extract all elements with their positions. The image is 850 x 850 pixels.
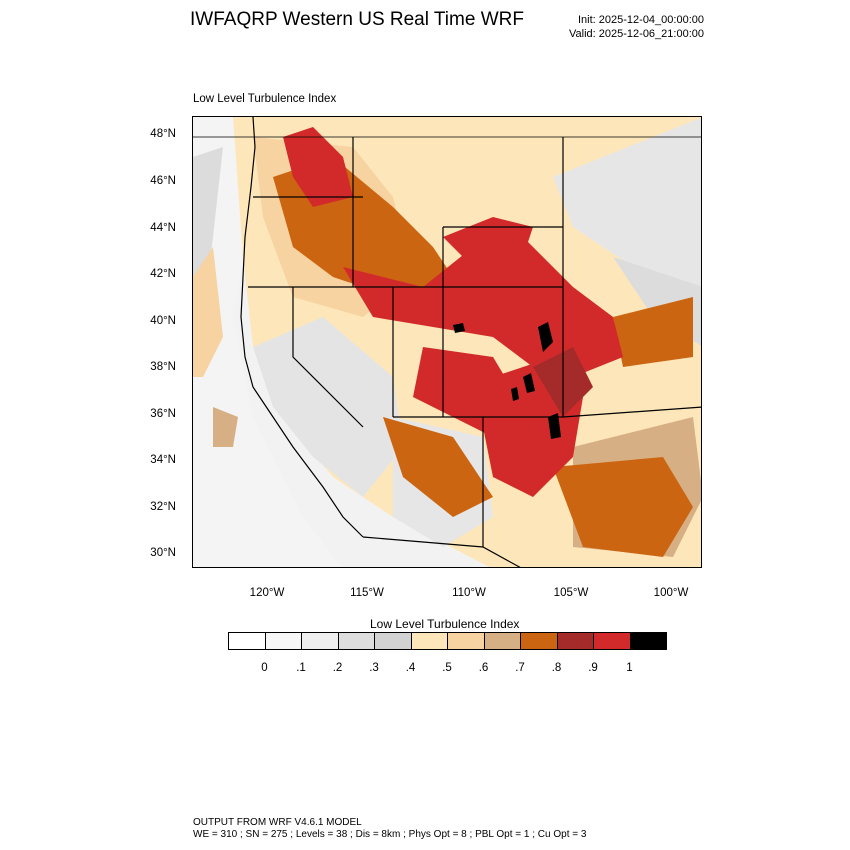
colorbar-box xyxy=(629,632,667,650)
ca-nv-border xyxy=(292,287,364,428)
colorbar-tick-label: .1 xyxy=(296,662,306,674)
colorbar-box xyxy=(337,632,375,650)
lon-label-120: 120°W xyxy=(249,587,285,599)
colorbar-tick-label: .3 xyxy=(369,662,379,674)
lat-label-46: 46°N xyxy=(150,175,176,187)
orange-region-east xyxy=(613,297,693,367)
colorbar-tick-label: .9 xyxy=(588,662,598,674)
valid-time: Valid: 2025-12-06_21:00:00 xyxy=(569,28,704,40)
lat-label-32: 32°N xyxy=(150,501,176,513)
pacific-region xyxy=(193,117,342,567)
turbulence-map xyxy=(193,117,701,567)
black-peak-3 xyxy=(548,413,561,439)
red-region-nw xyxy=(283,127,353,207)
desert-gray xyxy=(253,317,403,497)
colorbar-box xyxy=(410,632,448,650)
colorbar-box xyxy=(593,632,631,650)
footer: OUTPUT FROM WRF V4.6.1 MODEL WE = 310 ; … xyxy=(193,817,586,841)
lon-label-110: 110°W xyxy=(452,587,486,599)
lat-label-44: 44°N xyxy=(150,222,176,234)
colorbar-title: Low Level Turbulence Index xyxy=(370,617,520,631)
plains-gray xyxy=(553,117,701,306)
colorbar-box xyxy=(520,632,558,650)
timestamps: Init: 2025-12-04_00:00:00 Valid: 2025-12… xyxy=(569,13,704,41)
colorbar-box xyxy=(374,632,412,650)
colorbar-tick-label: .5 xyxy=(442,662,452,674)
lon-label-100: 100°W xyxy=(653,587,689,599)
coastline xyxy=(240,117,364,538)
mexico-border xyxy=(362,536,521,567)
lat-label-48: 48°N xyxy=(150,128,176,140)
colorbar-box xyxy=(483,632,521,650)
orange-region-south xyxy=(553,457,693,557)
lon-label-115: 115°W xyxy=(350,587,384,599)
black-peak-4 xyxy=(453,323,465,333)
colorbar-tick-label: .8 xyxy=(551,662,562,674)
boundaries xyxy=(193,117,701,567)
main-title: IWFAQRP Western US Real Time WRF xyxy=(190,9,524,30)
colorbar-box xyxy=(447,632,485,650)
pacific-tan-band xyxy=(193,247,223,377)
colorbar-box xyxy=(264,632,302,650)
init-time: Init: 2025-12-04_00:00:00 xyxy=(578,14,704,26)
lat-label-34: 34°N xyxy=(150,454,176,466)
lat-label-30: 30°N xyxy=(150,547,176,559)
lat-label-40: 40°N xyxy=(150,315,176,327)
lat-label-36: 36°N xyxy=(150,408,176,420)
colorbar-tick-label: 0 xyxy=(261,662,268,674)
black-peak-2 xyxy=(523,373,535,393)
colorbar-box xyxy=(301,632,339,650)
pacific-tan-spot xyxy=(213,407,238,447)
black-peak-5 xyxy=(511,387,519,401)
lon-label-105: 105°W xyxy=(553,587,589,599)
colorbar-box xyxy=(228,632,266,650)
lat-label-42: 42°N xyxy=(150,268,176,280)
plot-label: Low Level Turbulence Index xyxy=(193,93,337,105)
ok-tx-border xyxy=(562,406,701,418)
map-frame xyxy=(192,116,702,568)
colorbar-tick-label: .4 xyxy=(405,662,416,674)
colorbar-tick-label: .7 xyxy=(515,662,525,674)
orange-region-az xyxy=(383,417,493,517)
footer-params: WE = 310 ; SN = 275 ; Levels = 38 ; Dis … xyxy=(193,829,587,840)
black-peak-1 xyxy=(538,322,553,352)
colorbar-tick-label: .2 xyxy=(332,662,343,674)
footer-model: OUTPUT FROM WRF V4.6.1 MODEL xyxy=(193,817,362,828)
lat-label-38: 38°N xyxy=(150,361,176,373)
red-region-wy xyxy=(443,217,533,267)
colorbar-tick-label: 1 xyxy=(626,662,633,674)
colorbar-box xyxy=(556,632,594,650)
colorbar-tick-label: .6 xyxy=(478,662,489,674)
